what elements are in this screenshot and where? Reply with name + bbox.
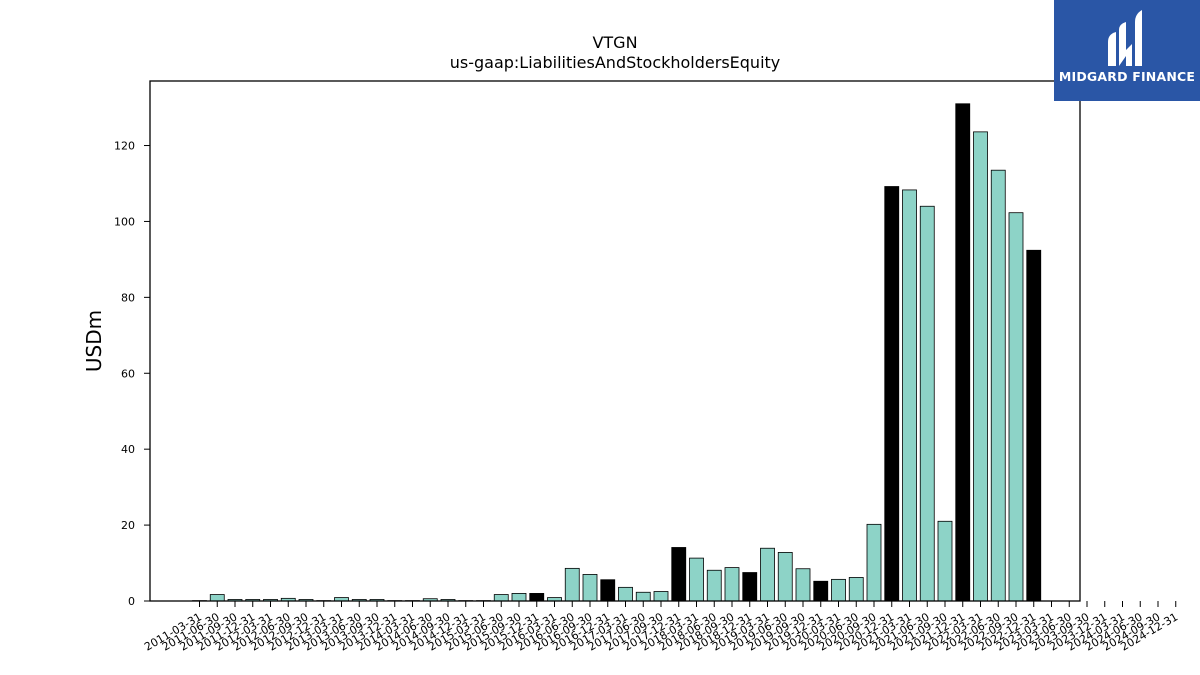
bar-2021-03-31	[902, 189, 917, 602]
bar-2018-06-30	[706, 569, 722, 602]
bar-2020-06-30	[848, 577, 864, 602]
bar-2016-09-30	[582, 574, 598, 602]
plot-frame	[149, 80, 1081, 602]
bar-2022-06-30	[990, 169, 1006, 602]
y-tick-label: 120	[114, 140, 135, 153]
y-tick-label: 0	[128, 595, 135, 608]
bar-2017-06-30	[635, 591, 651, 602]
y-tick-label: 80	[121, 291, 135, 304]
bar-2019-03-31	[760, 547, 775, 602]
bars-group	[192, 103, 1042, 602]
bar-2022-03-31	[973, 131, 988, 602]
chart-subtitle: us-gaap:LiabilitiesAndStockholdersEquity	[450, 53, 781, 72]
bar-2021-06-30	[919, 205, 935, 602]
y-tick-label: 60	[121, 367, 135, 380]
y-axis-label: USDm	[82, 310, 106, 372]
chart-title: VTGN	[592, 33, 637, 52]
x-axis: 2011-03-312011-06-302011-09-302011-12-31…	[142, 601, 1180, 654]
bar-2019-09-30	[795, 568, 811, 602]
y-axis: 0 20 40 60 80 100 120	[114, 140, 150, 608]
bar-2021-09-30	[937, 520, 953, 602]
bar-2018-12-31	[742, 572, 758, 602]
y-tick-label: 20	[121, 519, 135, 532]
bar-2016-06-30	[564, 567, 580, 602]
bar-2022-12-31	[1026, 249, 1042, 602]
logo-text: MIDGARD FINANCE	[1058, 69, 1196, 84]
bar-2018-03-31	[689, 557, 704, 602]
bar-2018-09-30	[724, 567, 740, 602]
bar-2011-06-30	[209, 594, 225, 602]
bar-2019-12-31	[813, 580, 829, 602]
bar-2015-12-31	[529, 593, 545, 602]
y-tick-label: 100	[114, 215, 135, 228]
bar-2020-09-30	[866, 523, 882, 602]
bar-2016-12-31	[600, 579, 616, 602]
y-tick-label: 40	[121, 443, 135, 456]
bar-2017-12-31	[671, 547, 687, 602]
bar-2020-12-31	[884, 186, 900, 602]
bar-2020-03-31	[831, 578, 846, 602]
bar-2021-12-31	[955, 103, 971, 602]
midgard-logo: MIDGARD FINANCE	[1054, 0, 1200, 101]
bar-2017-03-31	[618, 586, 633, 602]
bar-2017-09-30	[653, 591, 669, 602]
bar-2022-09-30	[1008, 212, 1024, 602]
midgard-logo-icon	[1108, 10, 1142, 66]
bar-2015-09-30	[511, 593, 527, 602]
bar-2019-06-30	[777, 552, 793, 602]
bar-2015-06-30	[493, 594, 509, 602]
